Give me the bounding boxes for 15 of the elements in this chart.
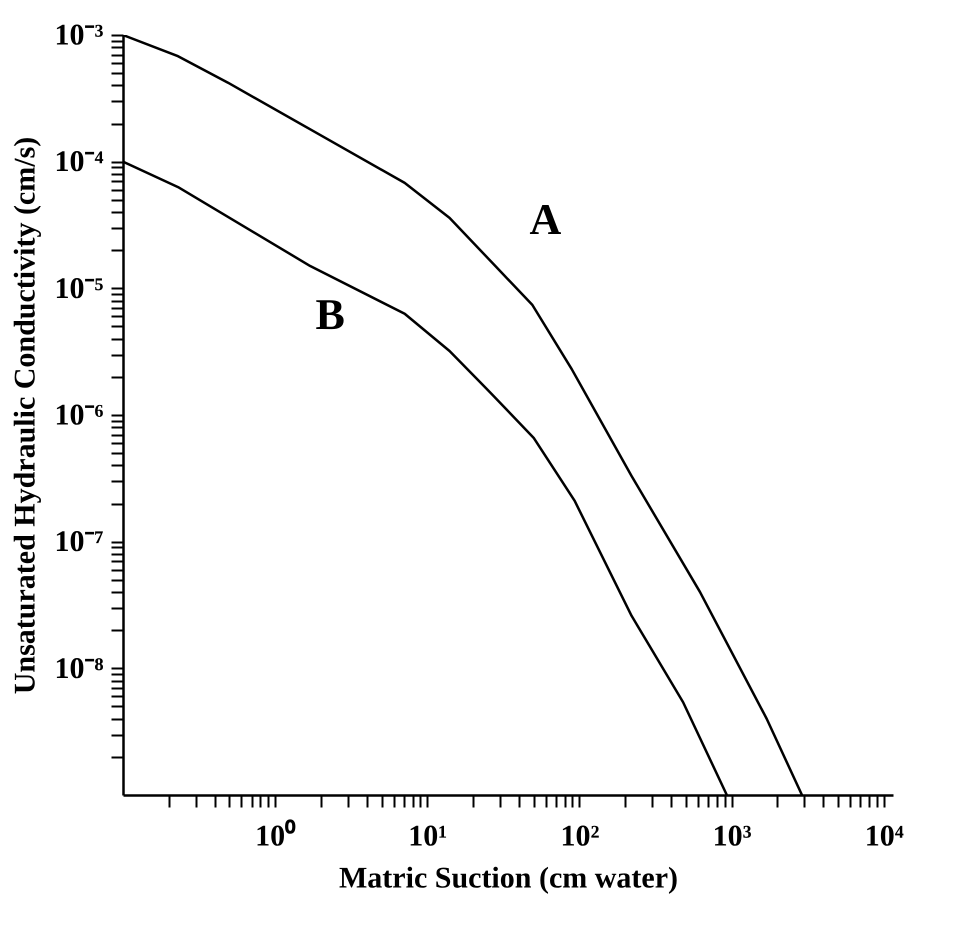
x-tick-label: 10³ <box>712 820 752 852</box>
y-tick-label: 10⁻³ <box>54 18 104 52</box>
x-axis-title: Matric Suction (cm water) <box>338 862 678 894</box>
x-tick-label: 10¹ <box>408 820 448 852</box>
y-tick-label: 10⁻⁴ <box>54 145 104 178</box>
x-tick-label: 10⁴ <box>864 820 904 852</box>
x-tick-label: 10⁰ <box>255 818 296 852</box>
y-tick-label: 10⁻⁸ <box>54 652 104 685</box>
x-tick-label: 10² <box>560 820 600 852</box>
y-tick-label: 10⁻⁷ <box>54 525 104 558</box>
y-tick-label: 10⁻⁵ <box>54 272 104 305</box>
y-tick-label: 10⁻⁶ <box>54 398 104 432</box>
y-axis-title: Unsaturated Hydraulic Conductivity (cm/s) <box>8 136 42 694</box>
series-label: A <box>529 195 562 244</box>
series-label: B <box>316 290 345 340</box>
